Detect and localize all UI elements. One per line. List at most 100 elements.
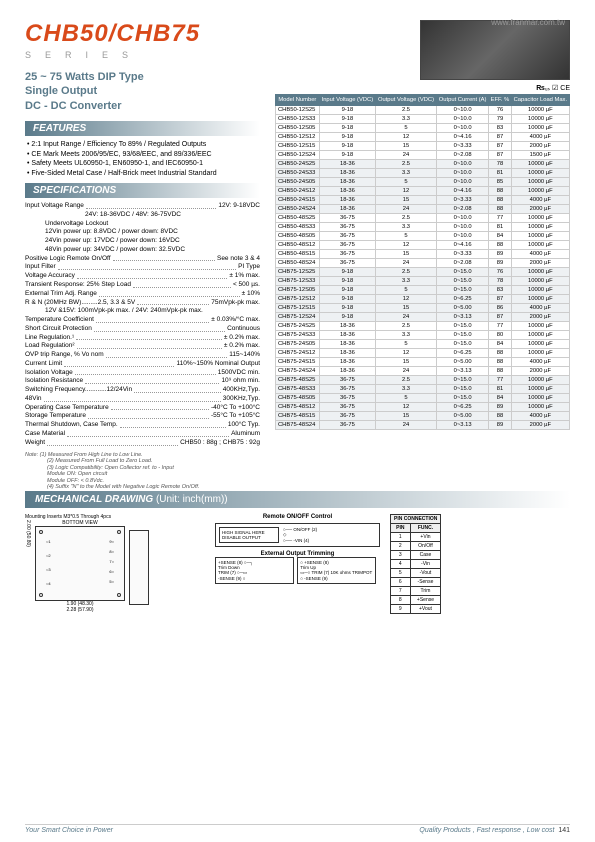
table-cell: 89 bbox=[489, 403, 511, 412]
table-row: CHB50-48S3336-753.30~10.08110000 µF bbox=[276, 223, 570, 232]
table-header: Model Number bbox=[276, 95, 320, 106]
model-table: Model NumberInput Voltage (VDC)Output Vo… bbox=[275, 94, 570, 430]
spec-row: Current Limit110%~150% Nominal Output bbox=[25, 360, 260, 369]
table-cell: 10000 µF bbox=[511, 277, 569, 286]
pin-row: 8+Sense bbox=[391, 596, 441, 605]
note-line: Note: (1) Measured From High Line to Low… bbox=[25, 452, 260, 459]
spec-row: OVP trip Range, % Vo nom115~140% bbox=[25, 351, 260, 360]
table-row: CHB50-24S2518-362.50~10.07810000 µF bbox=[276, 160, 570, 169]
table-cell: 0~3.13 bbox=[436, 313, 488, 322]
spec-row: Temperature Coefficient± 0.03%/°C max. bbox=[25, 316, 260, 325]
spec-notes: Note: (1) Measured From High Line to Low… bbox=[25, 452, 260, 492]
table-cell: 84 bbox=[489, 394, 511, 403]
remote-control-title: Remote ON/OFF Control bbox=[215, 514, 380, 520]
table-cell: 0~15.0 bbox=[436, 286, 488, 295]
table-cell: 2000 µF bbox=[511, 259, 569, 268]
table-cell: 0~4.16 bbox=[436, 241, 488, 250]
note-line: (4) Suffix "N" to the Model with Negativ… bbox=[25, 484, 260, 491]
table-row: CHB75-24S1518-36150~5.00884000 µF bbox=[276, 358, 570, 367]
table-cell: 87 bbox=[489, 295, 511, 304]
table-cell: 9-18 bbox=[319, 124, 375, 133]
table-cell: 4000 µF bbox=[511, 412, 569, 421]
table-cell: 36-75 bbox=[319, 250, 375, 259]
table-cell: 78 bbox=[489, 160, 511, 169]
table-cell: 15 bbox=[376, 196, 437, 205]
table-cell: 83 bbox=[489, 124, 511, 133]
table-cell: 0~10.0 bbox=[436, 124, 488, 133]
table-cell: 78 bbox=[489, 277, 511, 286]
table-cell: 87 bbox=[489, 133, 511, 142]
table-row: CHB50-12S249-18240~2.08871500 µF bbox=[276, 151, 570, 160]
table-cell: CHB75-48S33 bbox=[276, 385, 320, 394]
table-cell: 10000 µF bbox=[511, 214, 569, 223]
table-cell: 4000 µF bbox=[511, 250, 569, 259]
table-header: Input Voltage (VDC) bbox=[319, 95, 375, 106]
table-cell: 10000 µF bbox=[511, 106, 569, 115]
table-cell: 77 bbox=[489, 214, 511, 223]
table-cell: 0~15.0 bbox=[436, 331, 488, 340]
sense-minus: -SENSE (9) bbox=[304, 576, 328, 581]
table-cell: CHB50-48S15 bbox=[276, 250, 320, 259]
table-cell: 81 bbox=[489, 223, 511, 232]
table-cell: CHB50-48S05 bbox=[276, 232, 320, 241]
table-row: CHB50-12S339-183.30~10.07910000 µF bbox=[276, 115, 570, 124]
table-cell: 9-18 bbox=[319, 277, 375, 286]
table-cell: CHB50-24S24 bbox=[276, 205, 320, 214]
spec-row: 24V: 18-36VDC / 48V: 36-75VDC bbox=[25, 211, 260, 220]
table-cell: CHB75-12S25 bbox=[276, 268, 320, 277]
table-cell: 0~15.0 bbox=[436, 376, 488, 385]
specs-header: SPECIFICATIONS bbox=[25, 183, 260, 198]
spec-row: 48Vin300KHz,Typ. bbox=[25, 395, 260, 404]
table-cell: 89 bbox=[489, 259, 511, 268]
table-header: Output Current (A) bbox=[436, 95, 488, 106]
footer-tagline-right: Quality Products , Fast response , Low c… bbox=[419, 827, 554, 834]
table-cell: 0~10.0 bbox=[436, 214, 488, 223]
table-cell: 10000 µF bbox=[511, 178, 569, 187]
table-row: CHB50-24S1218-36120~4.168810000 µF bbox=[276, 187, 570, 196]
table-row: CHB75-24S2518-362.50~15.07710000 µF bbox=[276, 322, 570, 331]
table-cell: 5 bbox=[376, 394, 437, 403]
table-cell: 10000 µF bbox=[511, 124, 569, 133]
table-cell: 0~15.0 bbox=[436, 268, 488, 277]
table-cell: 0~3.13 bbox=[436, 367, 488, 376]
table-cell: 0~10.0 bbox=[436, 178, 488, 187]
table-cell: 89 bbox=[489, 421, 511, 430]
table-cell: 0~10.0 bbox=[436, 232, 488, 241]
table-row: CHB75-48S3336-753.30~15.08110000 µF bbox=[276, 385, 570, 394]
table-cell: CHB75-24S24 bbox=[276, 367, 320, 376]
table-cell: 5 bbox=[376, 232, 437, 241]
table-cell: 18-36 bbox=[319, 196, 375, 205]
table-cell: 18-36 bbox=[319, 331, 375, 340]
table-cell: 4000 µF bbox=[511, 304, 569, 313]
table-row: CHB75-48S1236-75120~6.258910000 µF bbox=[276, 403, 570, 412]
table-cell: 77 bbox=[489, 322, 511, 331]
table-cell: CHB50-12S05 bbox=[276, 124, 320, 133]
table-cell: 18-36 bbox=[319, 205, 375, 214]
table-cell: 36-75 bbox=[319, 421, 375, 430]
table-cell: 24 bbox=[376, 367, 437, 376]
note-line: Module OFF: < 0.8Vdc. bbox=[25, 478, 260, 485]
table-cell: 2.5 bbox=[376, 376, 437, 385]
table-cell: 2000 µF bbox=[511, 205, 569, 214]
table-cell: 4000 µF bbox=[511, 133, 569, 142]
spec-row: Positive Logic Remote On/OffSee note 3 &… bbox=[25, 255, 260, 264]
trim-diagram: +SENSE (8) ○─┐ Trim Down TRIM (7) ○─▭ -S… bbox=[215, 557, 380, 584]
table-cell: 10000 µF bbox=[511, 394, 569, 403]
spec-row: Voltage Accuracy± 1% max. bbox=[25, 272, 260, 281]
table-cell: 10000 µF bbox=[511, 295, 569, 304]
spec-row: 24Vin power up: 17VDC / power down: 16VD… bbox=[25, 237, 260, 246]
table-cell: CHB75-48S05 bbox=[276, 394, 320, 403]
spec-row: Thermal Shutdown, Case Temp.100°C Typ. bbox=[25, 421, 260, 430]
table-cell: 89 bbox=[489, 250, 511, 259]
spec-row: Undervoltage Lockout bbox=[25, 220, 260, 229]
table-cell: 9-18 bbox=[319, 268, 375, 277]
table-cell: CHB50-48S33 bbox=[276, 223, 320, 232]
table-cell: 0~15.0 bbox=[436, 277, 488, 286]
table-cell: 12 bbox=[376, 241, 437, 250]
table-row: CHB75-48S2436-75240~3.13892000 µF bbox=[276, 421, 570, 430]
table-row: CHB50-48S2536-752.50~10.07710000 µF bbox=[276, 214, 570, 223]
spec-row: Input Voltage Range12V: 9-18VDC bbox=[25, 202, 260, 211]
table-cell: 24 bbox=[376, 421, 437, 430]
spec-row: Storage Temperature-55°C To +105°C bbox=[25, 412, 260, 421]
table-cell: 9-18 bbox=[319, 286, 375, 295]
